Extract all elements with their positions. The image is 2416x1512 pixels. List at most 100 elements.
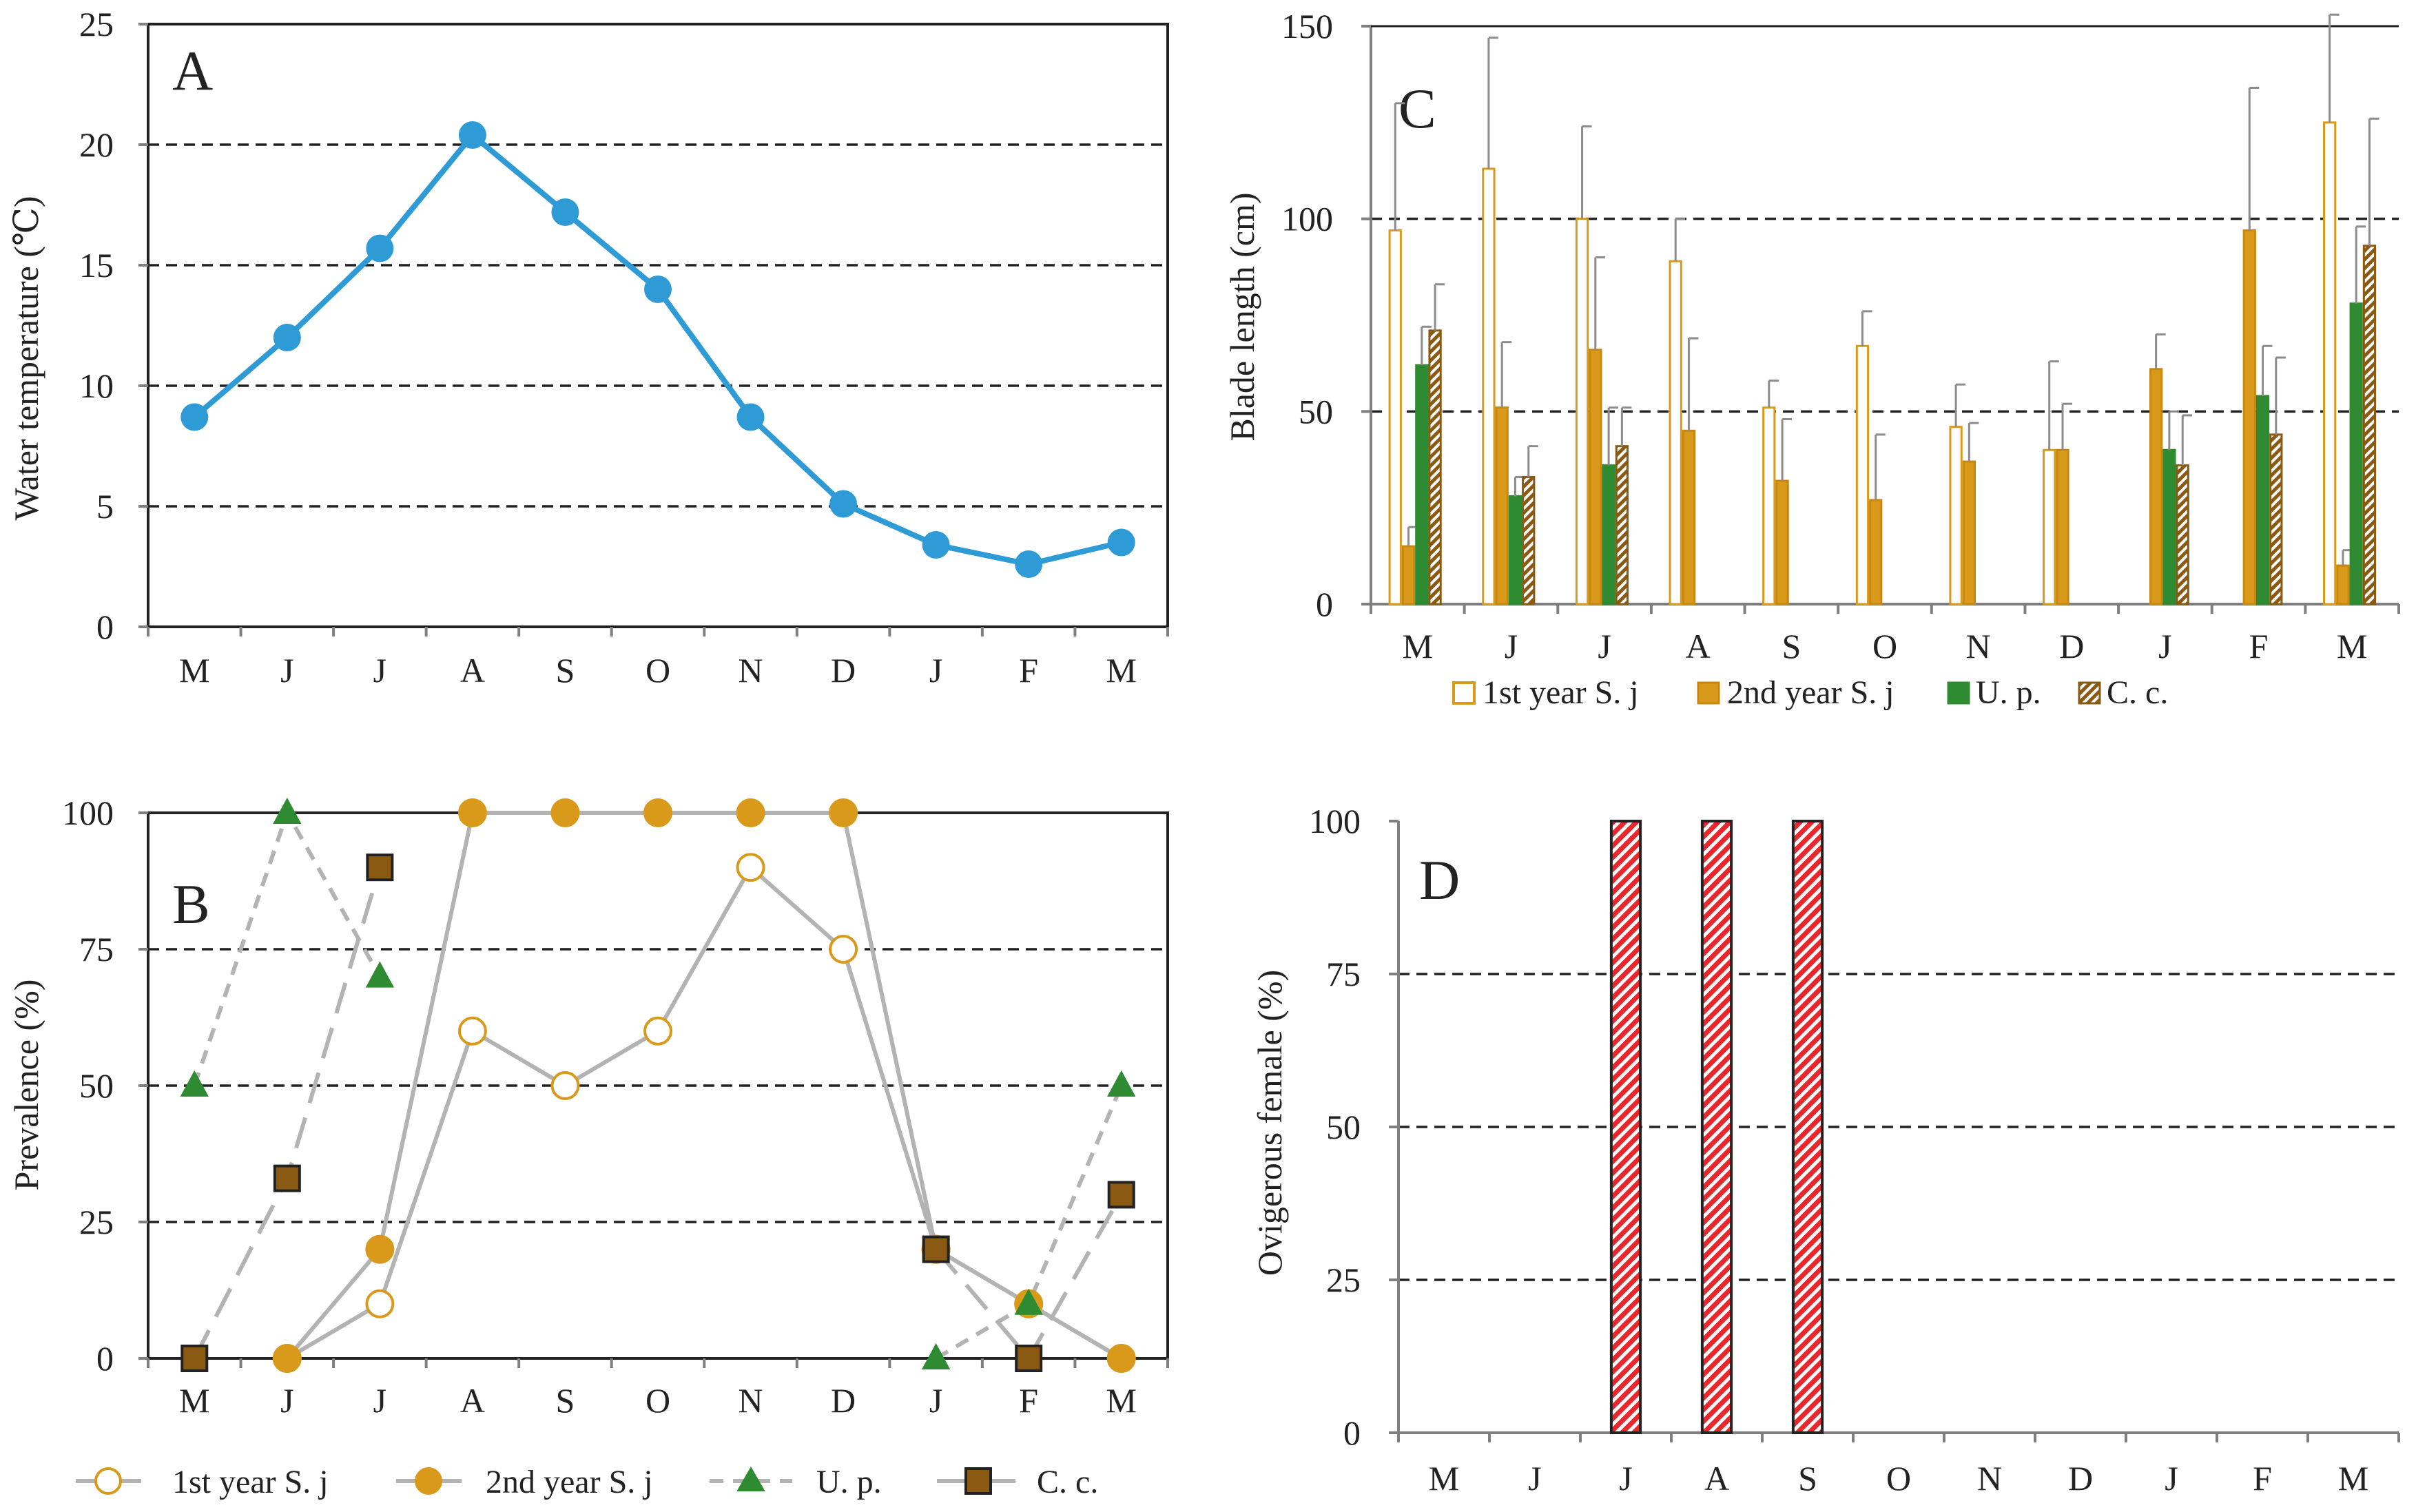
panel-b-point-1st-year (643, 1016, 672, 1046)
panel-b-x-tick-label: N (738, 1381, 763, 1420)
panel-d-x-tick-label: N (1977, 1459, 2002, 1498)
panel-a-y-tick-label: 25 (79, 5, 114, 43)
panel-c-bar-u-p (2162, 448, 2176, 605)
legend-b-marker-u-p (736, 1466, 765, 1491)
panel-a-y-tick-label: 15 (79, 246, 114, 284)
panel-c-bar-u-p (1508, 495, 1522, 605)
panel-a-x-tick-label: J (929, 651, 942, 690)
panel-a-y-axis-title: Water temperature (℃) (7, 196, 45, 520)
panel-b-point-u-p (921, 1343, 951, 1369)
panel-a-temperature-point (736, 403, 765, 431)
panel-d-plot: 0 25 50 75 100 M J J A S O N D J F M (1309, 802, 2400, 1498)
panel-c-x-tick-label: D (2059, 627, 2084, 665)
panel-c-y-tick-label: 150 (1281, 7, 1333, 45)
panel-c-bar-2nd-year (1495, 406, 1509, 605)
panel-c-bar-2nd-year (1682, 429, 1696, 605)
panel-d-letter: D (1419, 849, 1460, 911)
panel-b-point-u-p (1014, 1288, 1043, 1315)
panel-a-temperature-point (829, 490, 858, 518)
panel-c-x-tick-label: O (1872, 627, 1897, 665)
panel-c-x-tick-label: J (2158, 627, 2171, 665)
legend-b-label-c-c: C. c. (1037, 1464, 1098, 1500)
panel-c-bar-2nd-year (2336, 564, 2350, 605)
panel-b-x-tick-label: M (1106, 1381, 1136, 1420)
panel-a-x-tick-label: S (556, 651, 575, 690)
panel-c-legend: 1st year S. j 2nd year S. j U. p. C. c. (1452, 674, 2168, 711)
panel-c-y-tick-label: 0 (1316, 585, 1333, 623)
panel-b-point-1st-year (829, 935, 858, 964)
panel-b-x-tick-label: J (280, 1381, 293, 1420)
panel-c-bar-u-p (1415, 364, 1429, 605)
panel-c-y-tick-label: 100 (1281, 200, 1333, 238)
panel-d-x-tick-label: J (1528, 1459, 1541, 1498)
panel-c-bar-2nd-year (2149, 368, 2163, 605)
panel-c-bar-2nd-year (1775, 479, 1789, 605)
panel-a-temperature-point (366, 234, 394, 262)
panel-c-bar-u-p (2349, 302, 2363, 605)
panel-d-y-tick-label: 50 (1326, 1108, 1361, 1146)
panel-a-letter: A (172, 39, 213, 102)
panel-c-bar-1st-year (2322, 121, 2337, 605)
panel-c-bar-1st-year (1482, 167, 1496, 605)
panel-a-x-tick-label: M (179, 651, 209, 690)
panel-d-x-tick-label: D (2068, 1459, 2093, 1498)
panel-b-x-tick-label: J (929, 1381, 942, 1420)
panel-b-point-2nd-year (272, 1344, 302, 1373)
panel-d-x-tick-label: A (1704, 1459, 1729, 1498)
panel-c-bar-1st-year (1388, 229, 1402, 605)
panel-b-point-2nd-year (643, 798, 672, 827)
panel-c-bar-c-c (2362, 245, 2377, 605)
panel-d-y-tick-label: 0 (1343, 1413, 1361, 1452)
panel-b-point-c-c (366, 853, 394, 882)
panel-a-plot: 0 5 10 15 20 25 M J J A S O N D J F M (79, 5, 1169, 690)
panel-b-point-c-c (922, 1235, 950, 1263)
panel-b-point-u-p (273, 797, 302, 824)
legend-c-swatch-2nd-year (1697, 681, 1720, 705)
panel-b-x-tick-label: O (646, 1381, 670, 1420)
panel-c-bar-c-c (1615, 445, 1629, 605)
panel-a-temperature-point (644, 276, 672, 303)
panel-c-x-tick-label: J (1598, 627, 1611, 665)
panel-d-x-tick-label: F (2253, 1459, 2272, 1498)
panel-c-bar-1st-year (1669, 260, 1682, 605)
panel-d-x-tick-label: J (1619, 1459, 1632, 1498)
panel-b-x-tick-label: A (460, 1381, 485, 1420)
legend-c-swatch-u-p (1947, 681, 1970, 705)
panel-a-temperature-point (273, 324, 301, 351)
panel-d-ovigerous-female: D Ovigerous female (%) 0 25 50 75 100 M J J A S O N… (1250, 802, 2400, 1498)
panel-b-y-tick-label: 75 (79, 930, 114, 969)
panel-d-x-tick-label: J (2165, 1459, 2178, 1498)
panel-d-x-tick-label: O (1886, 1459, 1911, 1498)
panel-c-x-tick-label: N (1966, 627, 1991, 665)
panel-b-prevalence: B Prevalence (%) 1st year S. j 2nd year … (7, 794, 1169, 1500)
panel-b-y-tick-label: 0 (96, 1339, 114, 1378)
legend-c-swatch-1st-year (1452, 681, 1476, 705)
panel-c-bar-u-p (2255, 395, 2270, 605)
panel-a-water-temperature: A Water temperature (℃) 0 5 10 15 20 25 M J J A S O… (7, 5, 1169, 690)
panel-b-x-tick-label: M (179, 1381, 209, 1420)
panel-c-bar-c-c (1522, 475, 1536, 605)
panel-c-bar-2nd-year (2056, 448, 2069, 605)
panel-a-y-tick-label: 5 (96, 487, 114, 526)
panel-d-x-tick-label: M (1429, 1459, 1459, 1498)
panel-b-point-1st-year (457, 1016, 487, 1046)
legend-b-marker-c-c (964, 1467, 992, 1495)
panel-a-y-tick-label: 10 (79, 366, 114, 405)
panel-b-point-2nd-year (365, 1234, 395, 1264)
legend-c-label-u-p: U. p. (1976, 674, 2041, 711)
panel-b-point-1st-year (365, 1289, 395, 1318)
panel-c-bar-c-c (2269, 433, 2283, 605)
panel-d-x-tick-label: M (2338, 1459, 2368, 1498)
panel-b-y-tick-label: 25 (79, 1203, 114, 1241)
legend-c-label-1st-year: 1st year S. j (1483, 674, 1639, 711)
panel-c-bar-1st-year (2043, 448, 2056, 605)
panel-c-plot: 0 50 100 150 M J J A S O N D J F M (1281, 7, 2400, 665)
panel-a-plot-frame (147, 23, 1169, 628)
panel-a-temperature-point (551, 198, 579, 226)
panel-a-x-tick-label: F (1019, 651, 1038, 690)
panel-c-bar-1st-year (1575, 218, 1589, 605)
panel-c-bar-c-c (2176, 464, 2189, 605)
legend-b-label-1st-year: 1st year S. j (172, 1464, 329, 1500)
panel-b-line-c-c (934, 1193, 1124, 1360)
panel-a-temperature-point (180, 403, 209, 431)
